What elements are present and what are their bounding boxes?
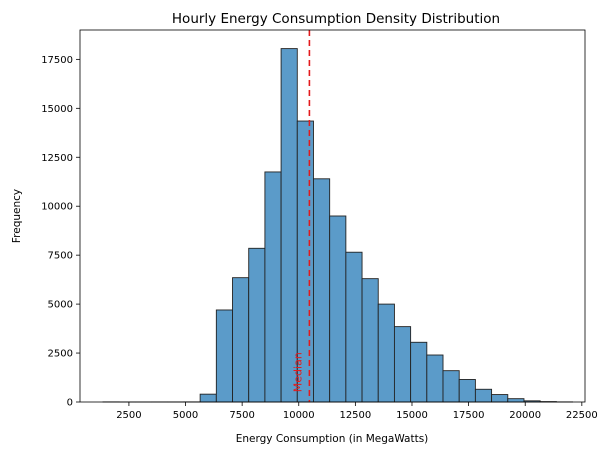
histogram-bar [410,341,428,403]
histogram-bar [199,393,217,403]
x-tick-label: 20000 [509,410,541,421]
x-axis-ticks: 2500 5000 7500 10000 12500 15000 17500 20000 225… [116,402,598,421]
x-tick-label: 5000 [173,410,198,421]
histogram-bar [280,48,298,403]
histogram-bar [345,251,363,403]
y-tick-label: 0 [67,398,73,409]
x-tick-label: 22500 [566,410,598,421]
histogram-bar [377,303,395,403]
chart-title: Hourly Energy Consumption Density Distri… [172,11,500,27]
y-tick-label: 15000 [41,104,73,115]
histogram-bar [426,354,444,403]
y-tick-label: 7500 [48,251,73,262]
x-tick-label: 10000 [283,410,315,421]
histogram-bar [393,326,412,403]
histogram-bar [361,278,379,403]
histogram-bar [215,309,233,403]
y-tick-label: 17500 [41,55,73,66]
plot-frame [79,29,586,403]
y-tick-label: 5000 [48,300,73,311]
histogram-bar [329,215,347,403]
bars-group [102,48,573,403]
x-tick-label: 2500 [116,410,141,421]
histogram-bar [248,247,266,403]
histogram-bar [232,277,250,403]
histogram-bar [313,178,331,403]
x-tick-label: 17500 [453,410,485,421]
histogram-bar [458,379,476,403]
y-tick-label: 2500 [48,349,73,360]
y-tick-label: 12500 [41,153,73,164]
histogram-bar [491,394,509,403]
histogram-bar [442,370,460,403]
histogram-bar [264,171,282,403]
x-tick-label: 12500 [339,410,371,421]
x-tick-label: 7500 [229,410,254,421]
median-group: Median [291,30,311,402]
x-axis-label: Energy Consumption (in MegaWatts) [236,433,429,445]
histogram-bar [474,388,493,403]
y-axis-ticks: 0 2500 5000 7500 10000 12500 15000 17500 [41,55,80,409]
histogram-bar [507,398,525,403]
y-axis-label: Frequency [11,189,23,243]
y-tick-label: 10000 [41,202,73,213]
x-tick-label: 15000 [396,410,428,421]
median-label: Median [291,352,304,392]
